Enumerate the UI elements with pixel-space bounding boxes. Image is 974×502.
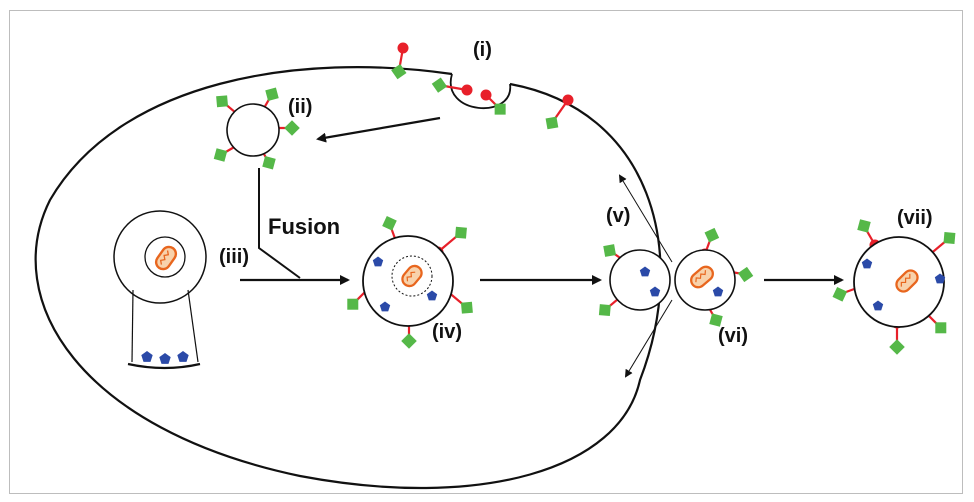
early-endosome-ii — [226, 103, 280, 157]
mitochondrion-icon — [895, 269, 919, 293]
cargo-pentagon — [934, 273, 946, 284]
label-fusion: Fusion — [268, 214, 340, 239]
cargo-pentagon — [141, 351, 153, 362]
receptor-ligand-icon — [391, 42, 409, 80]
cone-cargo — [141, 351, 189, 364]
cargo-pentagon — [861, 258, 873, 269]
figure-frame — [9, 10, 963, 494]
label-iii: (iii) — [219, 246, 249, 268]
receptor-ligand-icon — [545, 94, 574, 130]
cone-base — [127, 362, 201, 370]
label-v: (v) — [606, 205, 630, 227]
mitochondrion-icon — [401, 264, 423, 288]
cargo-pentagon — [649, 286, 661, 297]
receptors-layer — [213, 42, 956, 355]
arrow-endocytosis — [316, 116, 441, 143]
cone-left — [131, 289, 134, 363]
arrow-release-up — [618, 174, 673, 263]
mitochondrion-icon — [690, 265, 714, 289]
cargo-pentagon — [372, 256, 384, 267]
vesicle-v — [609, 249, 671, 311]
cargo-pentagon — [426, 290, 438, 301]
receptor-ligand-icon — [480, 89, 506, 115]
receptor-ligand-icon — [431, 77, 473, 96]
cargo-pentagon — [379, 301, 391, 312]
cone-right — [187, 289, 199, 363]
cargo-pentagon — [177, 351, 189, 362]
cargo-pentagon — [159, 353, 171, 364]
arrow-release-down — [624, 299, 673, 378]
label-ii: (ii) — [288, 96, 312, 118]
label-iv: (iv) — [432, 321, 462, 343]
cargo-layer — [372, 256, 946, 312]
fusion-line — [258, 168, 301, 279]
inner-vesicle-dashed — [391, 255, 433, 297]
label-i: (i) — [473, 39, 492, 61]
cargo-pentagon — [639, 266, 651, 277]
label-vii: (vii) — [897, 207, 933, 229]
label-vi: (vi) — [718, 325, 748, 347]
mitochondrion-icon — [154, 245, 178, 271]
cargo-pentagon — [712, 286, 724, 297]
budding-pit — [449, 73, 511, 110]
cargo-pentagon — [872, 300, 884, 311]
